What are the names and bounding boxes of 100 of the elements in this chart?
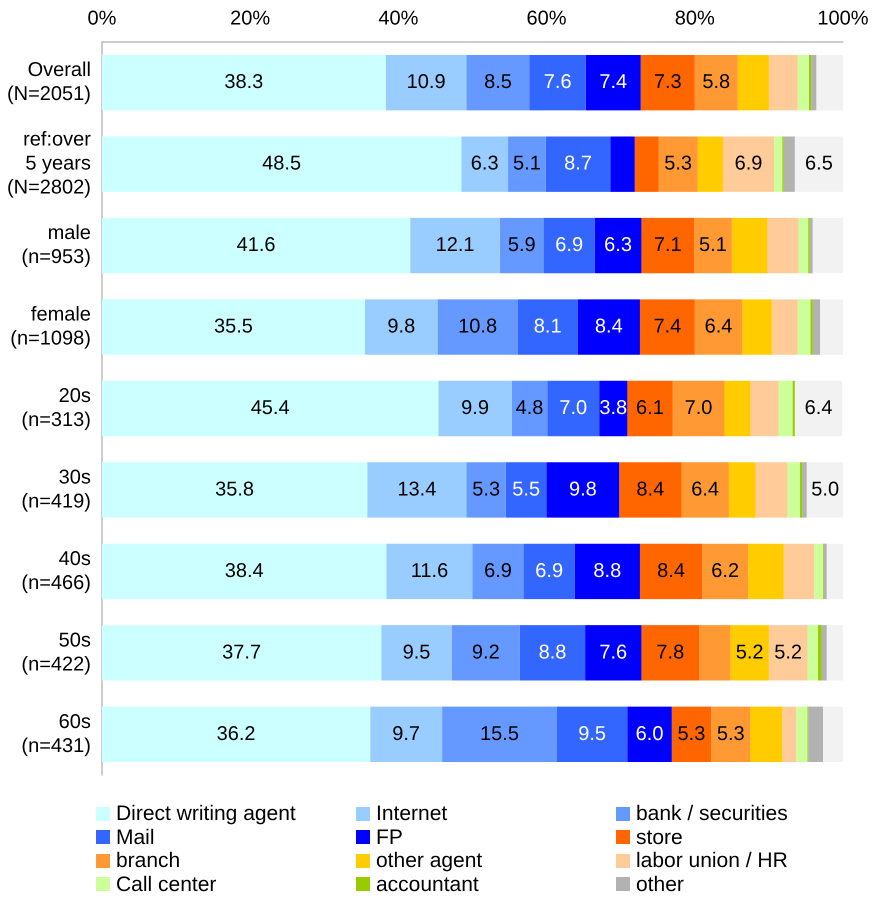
data-label: 7.6 <box>544 71 572 94</box>
bar <box>102 299 366 355</box>
bar <box>102 544 387 600</box>
bar <box>787 462 800 518</box>
bar <box>524 544 575 600</box>
data-label: 11.6 <box>410 560 448 582</box>
data-label: 6.3 <box>604 234 632 256</box>
data-label: 6.5 <box>805 152 833 175</box>
data-label: 8.4 <box>657 560 685 582</box>
data-label: 8.5 <box>484 71 512 94</box>
data-label: 5.2 <box>736 641 764 664</box>
bar <box>722 136 774 192</box>
y-tick-label: 40s (n=466) <box>21 548 91 594</box>
bar <box>472 544 524 600</box>
legend-label: Mail <box>116 826 155 849</box>
bar <box>381 625 452 681</box>
data-label: 35.5 <box>214 316 253 338</box>
bar <box>772 299 798 355</box>
data-label: 9.2 <box>472 641 500 664</box>
data-label: 7.1 <box>654 234 682 256</box>
bar <box>634 136 658 192</box>
bar <box>818 625 822 681</box>
legend-label: Internet <box>376 802 448 826</box>
bar <box>732 218 768 274</box>
legend-label: branch <box>116 849 180 872</box>
data-label: 9.8 <box>387 316 416 338</box>
bar <box>724 380 750 436</box>
bar <box>586 55 641 110</box>
bar <box>812 218 843 274</box>
bar <box>738 55 769 110</box>
bar <box>508 136 546 192</box>
bar <box>365 299 438 355</box>
bar <box>627 706 672 762</box>
y-tick-label: 50s (n=422) <box>21 629 91 676</box>
bar <box>824 544 827 600</box>
bar <box>742 299 772 355</box>
data-label: 13.4 <box>397 478 436 500</box>
bar <box>748 544 784 600</box>
data-label: 5.9 <box>508 234 536 256</box>
data-label: 9.5 <box>402 641 430 664</box>
bar <box>546 136 610 192</box>
bar <box>627 380 673 436</box>
data-label: 7.3 <box>654 71 682 94</box>
bar <box>728 462 756 518</box>
x-tick-label: 40% <box>378 8 419 30</box>
data-label: 8.1 <box>534 316 562 338</box>
data-label: 6.9 <box>555 234 584 256</box>
bar <box>506 462 547 518</box>
bar <box>798 299 810 355</box>
bar <box>810 218 813 274</box>
bar <box>370 706 442 762</box>
data-label: 10.8 <box>458 316 498 338</box>
data-label: 35.8 <box>215 478 254 500</box>
legend-label: accountant <box>376 872 479 896</box>
bar <box>782 706 796 762</box>
bar <box>672 380 724 436</box>
bar <box>367 462 467 518</box>
bar <box>518 299 578 355</box>
bar <box>546 462 620 518</box>
data-label: 9.5 <box>578 722 606 745</box>
bar <box>778 380 793 436</box>
bar <box>808 706 823 762</box>
data-label: 37.7 <box>222 641 262 664</box>
bar <box>640 544 702 600</box>
bar <box>102 706 370 762</box>
bar <box>640 299 695 355</box>
data-label: 6.4 <box>704 316 732 338</box>
bar <box>466 462 506 518</box>
bar <box>814 544 823 600</box>
x-tick-label: 0% <box>87 8 117 30</box>
data-label: 38.3 <box>224 71 264 94</box>
data-label: 7.0 <box>559 397 588 420</box>
bar <box>500 218 544 274</box>
data-label: 41.6 <box>236 234 276 256</box>
data-label: 8.7 <box>564 152 592 175</box>
data-label: 38.4 <box>224 560 264 582</box>
bar <box>699 625 730 681</box>
data-label: 6.9 <box>535 560 564 582</box>
y-tick-label: Overall (N=2051) <box>7 59 91 106</box>
data-label: 5.3 <box>664 152 692 175</box>
data-label: 5.1 <box>699 234 727 256</box>
data-label: 5.2 <box>774 641 802 664</box>
bar <box>386 544 472 600</box>
data-label: 9.8 <box>568 478 597 500</box>
data-label: 7.4 <box>653 316 682 338</box>
data-label: 9.7 <box>392 722 420 745</box>
bar <box>574 544 640 600</box>
data-label: 5.3 <box>716 722 745 745</box>
bar <box>461 136 508 192</box>
bar <box>466 55 530 110</box>
bar <box>544 218 595 274</box>
bar <box>794 136 843 192</box>
bar <box>102 380 438 436</box>
bar <box>672 706 712 762</box>
bar <box>826 625 843 681</box>
legend-label: Call center <box>116 872 216 896</box>
legend-label: other <box>636 872 684 896</box>
bar <box>641 625 700 681</box>
bar <box>594 218 642 274</box>
data-label: 6.1 <box>636 397 664 420</box>
